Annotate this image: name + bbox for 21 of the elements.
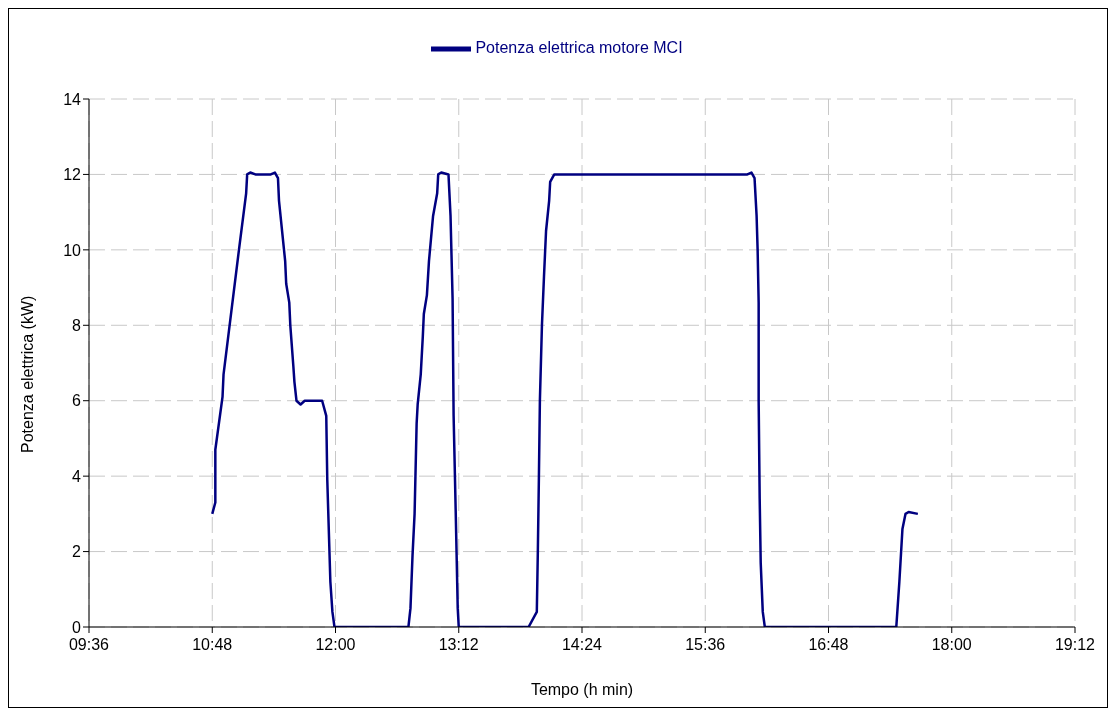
y-tick-label: 10 (63, 241, 82, 259)
y-tick-label: 14 (63, 90, 82, 108)
y-tick-label: 8 (72, 316, 82, 334)
x-tick-label: 15:36 (685, 636, 726, 654)
x-tick-label: 09:36 (68, 636, 110, 654)
x-tick-label: 18:00 (931, 636, 972, 654)
x-tick-label: 16:48 (808, 636, 849, 654)
x-tick-label: 10:48 (192, 636, 233, 654)
line-series (211, 171, 920, 627)
y-tick-label: 6 (72, 392, 82, 410)
x-tick-label: 19:12 (1054, 636, 1096, 654)
y-tick-label: 12 (63, 166, 82, 184)
x-tick-label: 13:12 (438, 636, 479, 654)
x-tick-label: 12:00 (315, 636, 356, 654)
y-tick-label: 4 (72, 467, 82, 485)
y-tick-label: 0 (72, 618, 82, 636)
x-axis-title: Tempo (h min) (530, 681, 634, 698)
y-axis-title: Potenza elettrica (kW) (18, 295, 36, 453)
y-tick-label: 2 (72, 543, 82, 561)
x-tick-label: 14:24 (561, 636, 603, 654)
legend-label: Potenza elettrica motore MCI (475, 39, 683, 57)
